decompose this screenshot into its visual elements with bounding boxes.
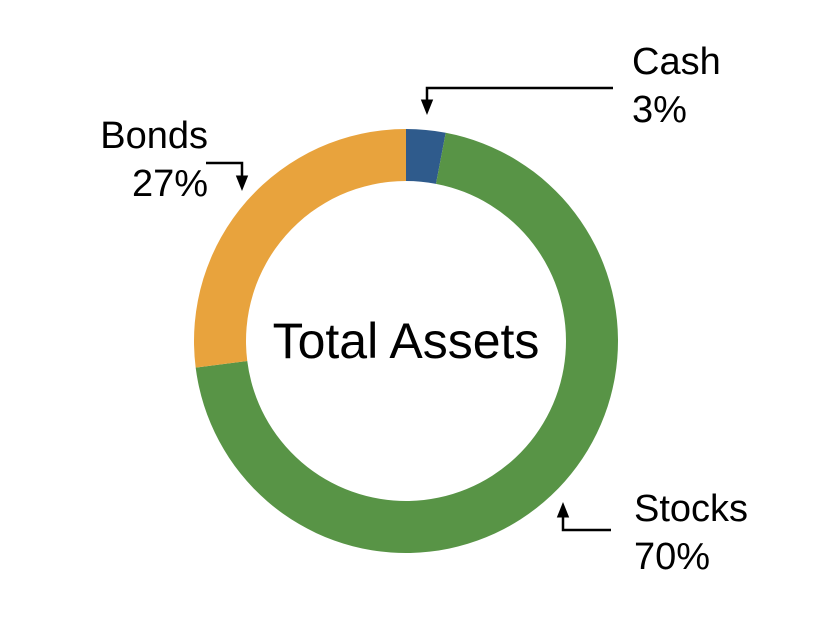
bonds-leader-arrow	[206, 161, 249, 191]
label-bonds-name: Bonds	[100, 115, 208, 157]
donut-slice-bonds	[193, 129, 406, 368]
stocks-leader-arrow	[556, 502, 611, 532]
donut-slice-cash	[406, 129, 446, 184]
label-bonds: Bonds 27%	[56, 112, 208, 208]
arrow-down-icon	[420, 99, 434, 115]
arrow-down-icon	[235, 175, 249, 191]
label-cash-value: 3%	[632, 89, 687, 131]
label-cash: Cash 3%	[632, 38, 721, 134]
arrow-up-icon	[556, 502, 570, 518]
donut-ring	[193, 129, 618, 554]
label-bonds-value: 27%	[131, 163, 208, 205]
stocks-leader-line	[561, 517, 611, 532]
label-stocks: Stocks 70%	[634, 485, 748, 581]
bonds-leader-line	[206, 161, 244, 177]
cash-leader-arrow	[420, 86, 613, 115]
label-stocks-name: Stocks	[634, 488, 749, 530]
label-cash-name: Cash	[632, 41, 721, 83]
chart-center-title: Total Assets	[272, 313, 540, 369]
cash-leader-line	[425, 86, 613, 101]
label-stocks-value: 70%	[634, 536, 711, 578]
